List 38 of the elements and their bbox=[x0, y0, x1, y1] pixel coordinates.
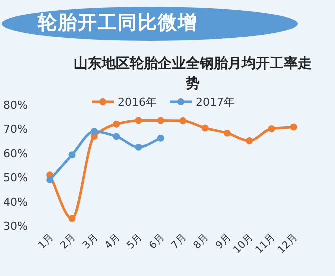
y-tick-label: 40% bbox=[4, 196, 28, 209]
x-tick-label: 12月 bbox=[276, 232, 300, 256]
legend-label: 2016年 bbox=[118, 96, 157, 109]
legend-label: 2017年 bbox=[196, 96, 235, 109]
point bbox=[90, 128, 98, 136]
x-tick-label: 5月 bbox=[126, 232, 145, 252]
x-tick-label: 10月 bbox=[232, 232, 256, 256]
chart-subtitle: 山东地区轮胎企业全钢胎月均开工率走势 bbox=[73, 54, 313, 94]
x-tick-label: 3月 bbox=[81, 232, 101, 252]
point bbox=[224, 130, 231, 137]
point bbox=[180, 117, 187, 124]
y-tick-label: 70% bbox=[4, 123, 28, 136]
chart-title: 轮胎开工同比微增 bbox=[38, 11, 198, 36]
point bbox=[246, 138, 254, 145]
x-tick-label: 7月 bbox=[170, 232, 190, 252]
point bbox=[46, 176, 54, 184]
point bbox=[68, 215, 76, 222]
point bbox=[135, 144, 142, 151]
point bbox=[113, 133, 120, 140]
y-tick-label: 60% bbox=[4, 147, 28, 160]
point bbox=[202, 124, 209, 132]
point bbox=[68, 152, 76, 159]
x-tick-label: 9月 bbox=[214, 232, 234, 252]
x-tick-label: 8月 bbox=[192, 232, 212, 252]
y-tick-label: 50% bbox=[4, 172, 28, 185]
x-tick-label: 11月 bbox=[254, 232, 278, 256]
y-tick-label: 80% bbox=[4, 99, 28, 112]
point bbox=[135, 117, 142, 124]
x-tick-label: 4月 bbox=[103, 232, 123, 252]
y-tick-label: 30% bbox=[4, 220, 28, 233]
point bbox=[113, 120, 120, 128]
point bbox=[268, 125, 276, 132]
x-tick-label: 6月 bbox=[148, 232, 168, 252]
point bbox=[290, 124, 298, 131]
x-tick-label: 2月 bbox=[59, 232, 78, 252]
point bbox=[157, 134, 164, 142]
point bbox=[157, 117, 164, 124]
x-tick-label: 1月 bbox=[36, 232, 56, 252]
